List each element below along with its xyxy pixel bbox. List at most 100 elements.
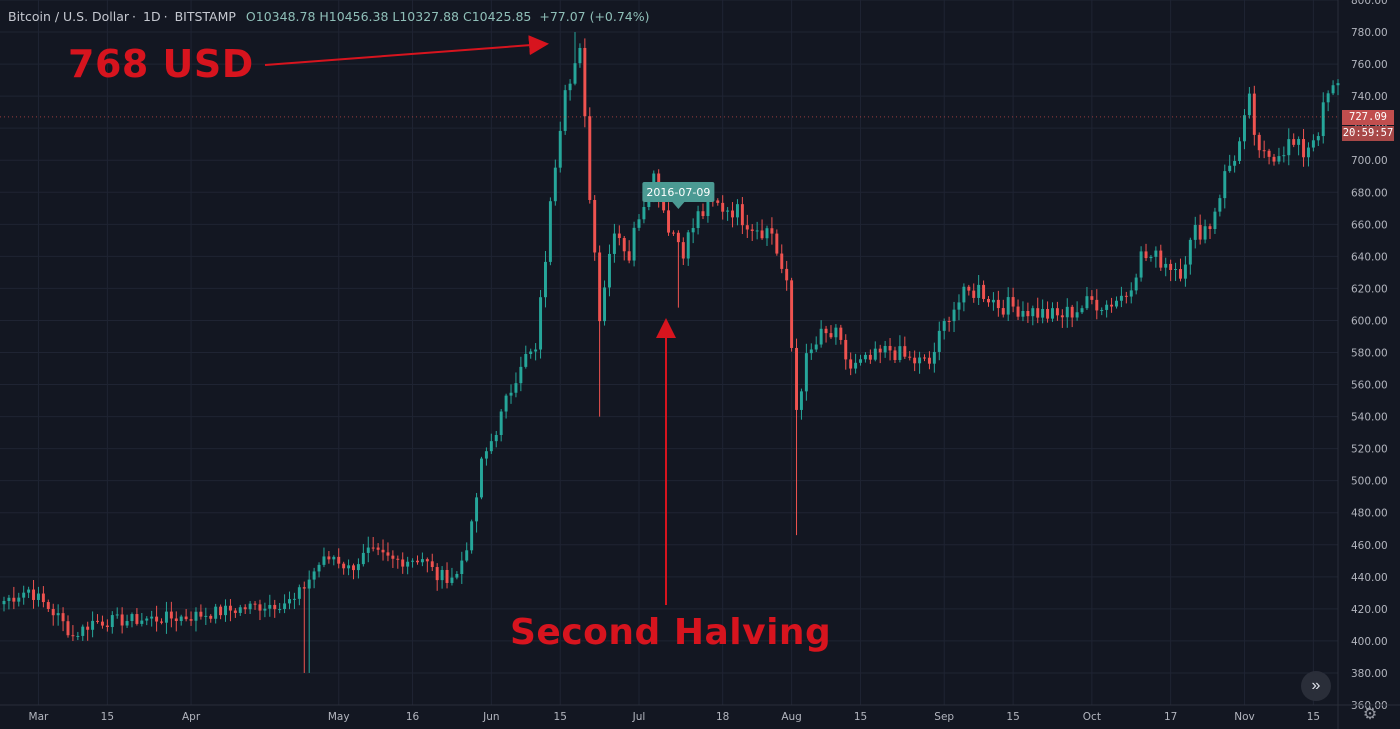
candle-body[interactable]: [1233, 160, 1237, 166]
candle-body[interactable]: [1238, 141, 1242, 161]
candle-body[interactable]: [543, 261, 547, 298]
candle-body[interactable]: [647, 198, 651, 208]
candle-body[interactable]: [1183, 264, 1187, 279]
candle-body[interactable]: [1257, 134, 1261, 151]
candle-body[interactable]: [494, 435, 498, 442]
candle-body[interactable]: [1179, 269, 1182, 279]
candle-body[interactable]: [135, 614, 139, 624]
candle-body[interactable]: [243, 607, 247, 610]
candle-body[interactable]: [637, 219, 641, 228]
candle-body[interactable]: [553, 167, 557, 202]
candle-body[interactable]: [844, 339, 848, 360]
candle-body[interactable]: [676, 232, 680, 243]
candle-body[interactable]: [996, 299, 1000, 309]
candle-body[interactable]: [1297, 139, 1301, 145]
candle-body[interactable]: [1321, 102, 1325, 137]
symbol-name[interactable]: Bitcoin / U.S. Dollar: [8, 9, 130, 24]
candle-body[interactable]: [263, 608, 267, 611]
candle-body[interactable]: [1060, 315, 1064, 318]
candle-body[interactable]: [888, 345, 892, 351]
candle-body[interactable]: [1139, 251, 1143, 278]
candle-body[interactable]: [721, 202, 725, 212]
candle-body[interactable]: [1262, 150, 1266, 152]
candle-body[interactable]: [268, 604, 272, 609]
candle-body[interactable]: [184, 616, 188, 620]
candle-body[interactable]: [795, 347, 799, 410]
candle-body[interactable]: [27, 589, 31, 593]
gear-icon[interactable]: ⚙: [1362, 706, 1378, 723]
candle-body[interactable]: [908, 356, 912, 358]
candle-body[interactable]: [71, 635, 75, 637]
candle-body[interactable]: [292, 598, 296, 600]
candle-body[interactable]: [51, 608, 55, 616]
candle-body[interactable]: [824, 328, 828, 334]
candle-body[interactable]: [76, 635, 80, 637]
candle-body[interactable]: [352, 565, 355, 571]
candle-body[interactable]: [1065, 306, 1069, 318]
candle-body[interactable]: [1100, 309, 1104, 311]
candle-body[interactable]: [1041, 308, 1045, 318]
candle-body[interactable]: [1051, 308, 1054, 319]
candle-body[interactable]: [716, 200, 720, 203]
candle-body[interactable]: [406, 561, 410, 567]
candle-body[interactable]: [1306, 147, 1310, 158]
candle-body[interactable]: [1001, 308, 1005, 315]
candle-body[interactable]: [420, 559, 424, 563]
candle-body[interactable]: [371, 547, 375, 549]
candle-body[interactable]: [583, 47, 587, 117]
candle-body[interactable]: [671, 232, 675, 234]
candle-body[interactable]: [1331, 85, 1335, 94]
candle-body[interactable]: [1144, 251, 1148, 259]
candle-body[interactable]: [401, 559, 405, 567]
candle-body[interactable]: [829, 333, 833, 338]
candle-body[interactable]: [209, 615, 213, 619]
candle-body[interactable]: [873, 348, 877, 360]
candle-body[interactable]: [307, 579, 311, 589]
candle-body[interactable]: [1302, 139, 1306, 158]
candle-body[interactable]: [278, 609, 282, 611]
scroll-to-realtime-button[interactable]: »: [1301, 671, 1331, 701]
candle-body[interactable]: [110, 615, 114, 628]
candle-body[interactable]: [868, 354, 872, 360]
candle-body[interactable]: [568, 83, 572, 91]
candle-body[interactable]: [1149, 256, 1153, 259]
candle-body[interactable]: [780, 253, 784, 269]
candle-body[interactable]: [588, 116, 592, 200]
candle-body[interactable]: [312, 571, 316, 580]
candle-body[interactable]: [248, 603, 252, 610]
candle-body[interactable]: [785, 268, 789, 281]
candle-body[interactable]: [1164, 263, 1168, 268]
candle-body[interactable]: [56, 613, 60, 616]
candle-body[interactable]: [435, 567, 439, 581]
candle-body[interactable]: [726, 210, 730, 212]
candle-body[interactable]: [199, 611, 203, 617]
candle-body[interactable]: [1159, 250, 1163, 268]
candle-body[interactable]: [1193, 224, 1197, 240]
candle-body[interactable]: [130, 614, 134, 622]
candle-body[interactable]: [863, 354, 867, 360]
candle-body[interactable]: [1021, 310, 1025, 317]
candle-body[interactable]: [1169, 263, 1173, 271]
candle-body[interactable]: [982, 284, 986, 299]
candle-body[interactable]: [253, 603, 257, 605]
candle-body[interactable]: [194, 611, 198, 621]
candle-body[interactable]: [1203, 226, 1207, 240]
candle-body[interactable]: [809, 349, 813, 354]
candle-body[interactable]: [893, 350, 897, 360]
candle-body[interactable]: [288, 599, 291, 604]
interval-label[interactable]: 1D: [143, 9, 161, 24]
candle-body[interactable]: [598, 252, 602, 322]
candle-body[interactable]: [1016, 306, 1020, 317]
candle-body[interactable]: [160, 621, 163, 623]
candle-body[interactable]: [475, 497, 479, 522]
candle-body[interactable]: [1031, 308, 1035, 317]
candle-body[interactable]: [1055, 308, 1059, 316]
candle-body[interactable]: [1134, 277, 1138, 291]
candle-body[interactable]: [204, 615, 208, 617]
candle-body[interactable]: [396, 558, 400, 560]
candle-body[interactable]: [642, 207, 646, 220]
candle-body[interactable]: [66, 621, 70, 636]
candle-body[interactable]: [86, 626, 90, 630]
candle-body[interactable]: [529, 351, 533, 355]
